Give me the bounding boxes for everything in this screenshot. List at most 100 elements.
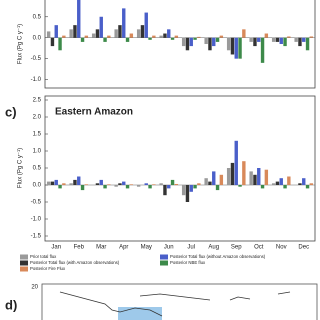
x-tick-label: May [141, 245, 152, 251]
y-axis-label: Flux (Pg C y⁻¹) [18, 24, 24, 64]
bar [204, 178, 208, 185]
bar [302, 37, 306, 42]
bar [185, 37, 190, 51]
x-tick-label: Nov [276, 245, 287, 251]
y-tick-label: 0.0 [33, 35, 42, 41]
panel-label: c) [5, 104, 17, 119]
legend-swatch [20, 260, 28, 266]
bar [125, 37, 130, 42]
bar [50, 181, 55, 185]
x-tick-label: Feb [74, 245, 85, 251]
bar [170, 37, 175, 40]
bar [215, 37, 220, 42]
bar [305, 185, 310, 189]
bar [122, 8, 126, 38]
x-tick-label: Oct [254, 245, 264, 251]
bar [95, 183, 100, 185]
bar [129, 33, 134, 38]
bar [159, 35, 163, 38]
bar [302, 178, 306, 185]
bar [279, 178, 283, 185]
plot-frame [44, 0, 316, 89]
bar [287, 36, 291, 38]
bar [230, 37, 235, 55]
bar [275, 181, 280, 185]
y-tick-label: 0.5 [33, 14, 42, 20]
y-tick-label: 2.0 [33, 115, 42, 121]
x-tick-label: Apr [119, 245, 128, 251]
bar [170, 179, 175, 185]
bar [226, 37, 231, 51]
panel-label: d) [5, 297, 17, 312]
bar [136, 185, 141, 187]
bar [107, 35, 111, 38]
bar [298, 183, 302, 185]
bar [238, 185, 242, 187]
map-panel: d) 20 [5, 283, 318, 320]
bar [148, 37, 152, 40]
y-tick-label: 0.0 [33, 183, 42, 189]
bar [103, 185, 107, 189]
bar [193, 185, 197, 189]
bar [118, 183, 122, 185]
bar [73, 179, 77, 185]
bar [73, 25, 77, 38]
y-tick-label: 1.0 [33, 149, 42, 155]
bar [264, 33, 269, 38]
bar [99, 179, 103, 185]
bar [174, 35, 179, 38]
bar [181, 185, 186, 196]
plot-frame [44, 95, 316, 242]
y-tick-label: 0.5 [33, 166, 42, 172]
bar [95, 29, 100, 38]
bar [50, 37, 55, 47]
bar [271, 37, 276, 42]
y-tick-label: 2.5 [33, 98, 42, 104]
bar [62, 35, 66, 38]
chart-title: Eastern Amazon [55, 107, 133, 118]
bar [197, 183, 201, 185]
bar [238, 37, 242, 59]
bar [77, 0, 81, 38]
bar [159, 183, 163, 185]
bar [253, 37, 257, 47]
y-tick-label: -1.0 [31, 77, 42, 83]
x-tick-label: Jun [164, 245, 174, 251]
bar [167, 185, 171, 189]
y-tick-label: -0.5 [31, 56, 42, 62]
legend-swatch [20, 266, 28, 272]
bar [103, 37, 107, 42]
legend-label: Prior total flux [30, 254, 57, 259]
bar [197, 36, 201, 38]
bar [144, 183, 148, 185]
bar [219, 174, 224, 185]
bar [185, 185, 190, 202]
bar [189, 185, 193, 192]
legend-swatch [160, 254, 168, 260]
x-tick-label: Sep [231, 245, 242, 251]
bar [152, 184, 156, 185]
bar [212, 171, 216, 185]
bar [114, 185, 118, 187]
bar [54, 179, 58, 185]
bar [309, 183, 314, 185]
bar [193, 37, 197, 40]
bar [257, 37, 261, 42]
bar [226, 168, 231, 185]
bar [279, 37, 283, 44]
bar [260, 37, 265, 63]
bar [107, 184, 111, 185]
bar [181, 37, 186, 47]
bar [264, 169, 269, 185]
bar [80, 37, 85, 42]
bar [84, 35, 89, 38]
bar [234, 37, 238, 59]
bar [136, 29, 141, 38]
bar [84, 184, 89, 185]
bar [260, 185, 265, 189]
bar [144, 12, 148, 38]
bar [234, 140, 238, 185]
bar [294, 37, 298, 42]
y-axis-label: Flux (Pg C y⁻¹) [18, 148, 24, 188]
